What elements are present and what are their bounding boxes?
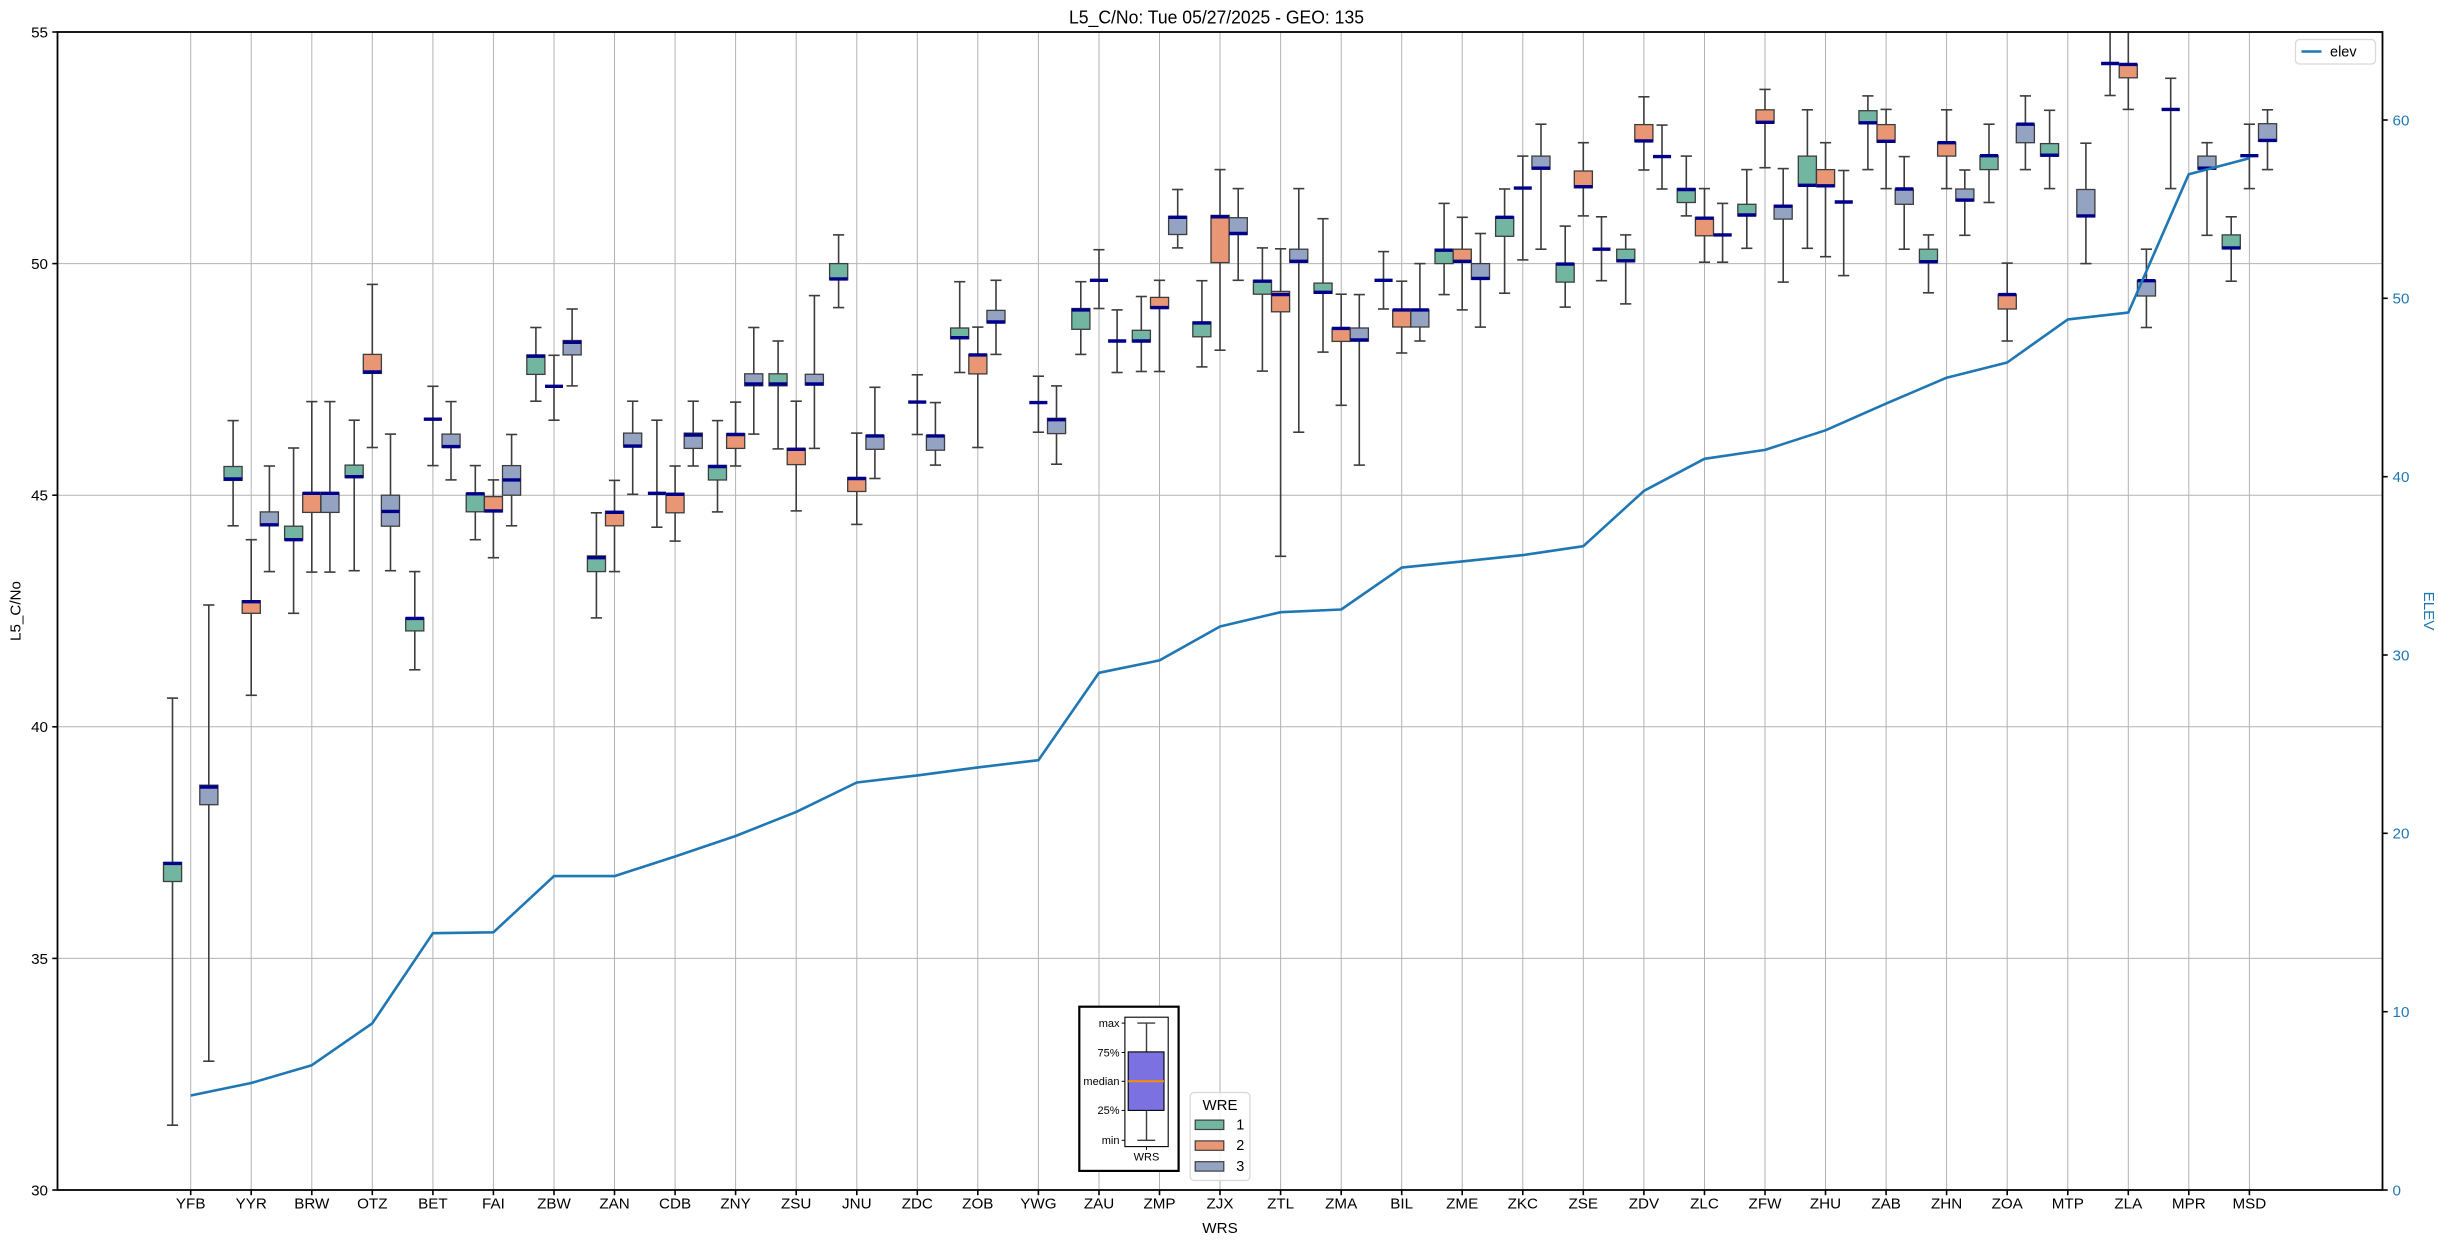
svg-text:ZAU: ZAU	[1084, 1196, 1114, 1213]
svg-text:ZAN: ZAN	[599, 1196, 629, 1213]
svg-text:ZJX: ZJX	[1206, 1196, 1233, 1213]
svg-text:elev: elev	[2330, 45, 2357, 61]
svg-text:ZOB: ZOB	[962, 1196, 993, 1213]
svg-text:YWG: YWG	[1020, 1196, 1056, 1213]
svg-text:ZSE: ZSE	[1569, 1196, 1599, 1213]
svg-text:ZLC: ZLC	[1690, 1196, 1719, 1213]
svg-text:40: 40	[2393, 469, 2410, 486]
svg-text:ZNY: ZNY	[720, 1196, 750, 1213]
svg-text:2: 2	[1236, 1138, 1244, 1154]
svg-text:YFB: YFB	[176, 1196, 206, 1213]
svg-text:YYR: YYR	[236, 1196, 267, 1213]
svg-text:WRS: WRS	[1134, 1151, 1160, 1163]
svg-text:MTP: MTP	[2052, 1196, 2084, 1213]
svg-text:JNU: JNU	[842, 1196, 872, 1213]
svg-text:25%: 25%	[1097, 1105, 1119, 1117]
svg-text:60: 60	[2393, 112, 2410, 129]
svg-text:30: 30	[2393, 647, 2410, 664]
svg-text:ZHN: ZHN	[1931, 1196, 1962, 1213]
svg-text:50: 50	[31, 256, 48, 273]
svg-text:L5_C/No: L5_C/No	[8, 581, 25, 641]
svg-text:ZSU: ZSU	[781, 1196, 811, 1213]
svg-text:ZMP: ZMP	[1143, 1196, 1175, 1213]
svg-text:ZDC: ZDC	[902, 1196, 933, 1213]
svg-text:50: 50	[2393, 291, 2410, 308]
svg-text:20: 20	[2393, 826, 2410, 843]
svg-text:ZDV: ZDV	[1629, 1196, 1660, 1213]
svg-text:3: 3	[1236, 1159, 1244, 1175]
svg-text:ZAB: ZAB	[1871, 1196, 1901, 1213]
svg-text:BIL: BIL	[1390, 1196, 1413, 1213]
svg-text:L5_C/No: Tue 05/27/2025 - GEO:: L5_C/No: Tue 05/27/2025 - GEO: 135	[1069, 7, 1364, 29]
svg-text:30: 30	[31, 1182, 48, 1199]
svg-text:ELEV: ELEV	[2420, 592, 2437, 632]
svg-text:45: 45	[31, 488, 48, 505]
svg-text:1: 1	[1236, 1117, 1244, 1133]
svg-text:55: 55	[31, 24, 48, 41]
svg-text:MPR: MPR	[2172, 1196, 2206, 1213]
svg-text:ZLA: ZLA	[2114, 1196, 2143, 1213]
svg-text:0: 0	[2393, 1182, 2401, 1199]
svg-text:ZFW: ZFW	[1749, 1196, 1783, 1213]
svg-text:max: max	[1099, 1018, 1120, 1030]
svg-text:10: 10	[2393, 1004, 2410, 1021]
svg-text:ZMA: ZMA	[1325, 1196, 1358, 1213]
svg-text:FAI: FAI	[482, 1196, 505, 1213]
svg-text:median: median	[1083, 1076, 1119, 1088]
svg-text:ZOA: ZOA	[1992, 1196, 2024, 1213]
svg-text:ZBW: ZBW	[537, 1196, 571, 1213]
svg-text:CDB: CDB	[659, 1196, 691, 1213]
svg-text:MSD: MSD	[2233, 1196, 2267, 1213]
svg-text:75%: 75%	[1097, 1047, 1119, 1059]
svg-text:BET: BET	[418, 1196, 448, 1213]
svg-text:ZTL: ZTL	[1267, 1196, 1294, 1213]
svg-text:WRS: WRS	[1202, 1220, 1237, 1237]
svg-text:BRW: BRW	[294, 1196, 330, 1213]
svg-text:ZHU: ZHU	[1810, 1196, 1841, 1213]
svg-text:35: 35	[31, 951, 48, 968]
svg-text:ZME: ZME	[1446, 1196, 1478, 1213]
svg-text:min: min	[1102, 1135, 1120, 1147]
svg-text:OTZ: OTZ	[357, 1196, 387, 1213]
svg-text:WRE: WRE	[1203, 1097, 1238, 1114]
svg-text:ZKC: ZKC	[1508, 1196, 1538, 1213]
svg-text:40: 40	[31, 719, 48, 736]
